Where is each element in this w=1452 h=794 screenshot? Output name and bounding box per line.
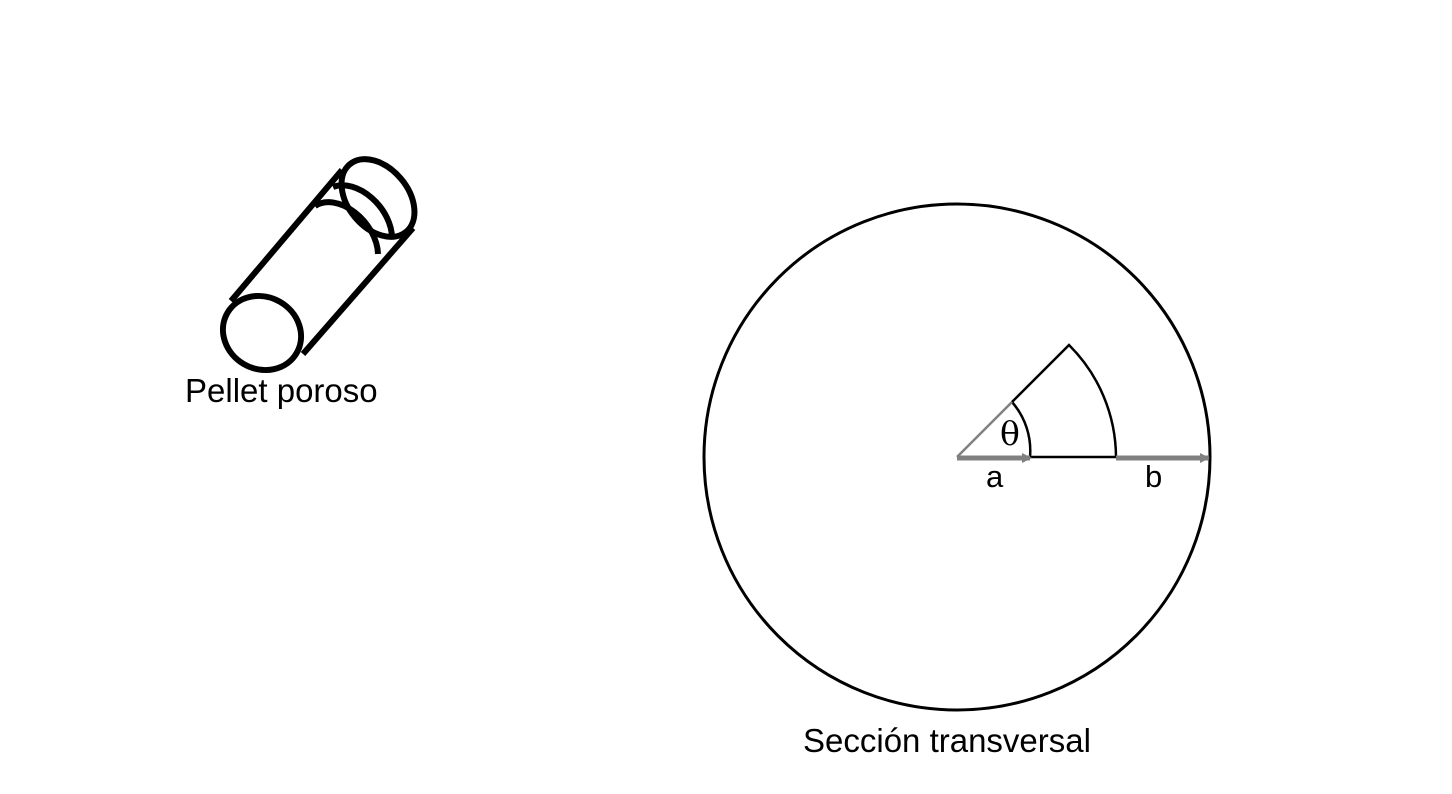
radius-b-label: b bbox=[1145, 459, 1162, 494]
pellet-top-cap bbox=[338, 156, 418, 240]
pellet-side-line-bottom bbox=[300, 226, 416, 356]
cross-section-caption: Sección transversal bbox=[803, 722, 1091, 759]
angle-leg-line bbox=[956, 401, 1013, 458]
cross-section-illustration bbox=[702, 202, 1212, 712]
pellet-ring-2 bbox=[313, 199, 381, 255]
cross-section-circle bbox=[702, 202, 1212, 712]
pellet-bottom-cap bbox=[219, 292, 305, 374]
angle-arc bbox=[1011, 401, 1032, 458]
pellet-side-line-top bbox=[228, 168, 345, 303]
theta-label: θ bbox=[1000, 414, 1020, 453]
pellet-illustration bbox=[219, 156, 418, 374]
radius-a-label: a bbox=[986, 459, 1004, 494]
sector-wedge bbox=[1011, 343, 1118, 459]
pellet-ring-1 bbox=[331, 182, 396, 240]
pellet-caption: Pellet poroso bbox=[185, 372, 378, 409]
